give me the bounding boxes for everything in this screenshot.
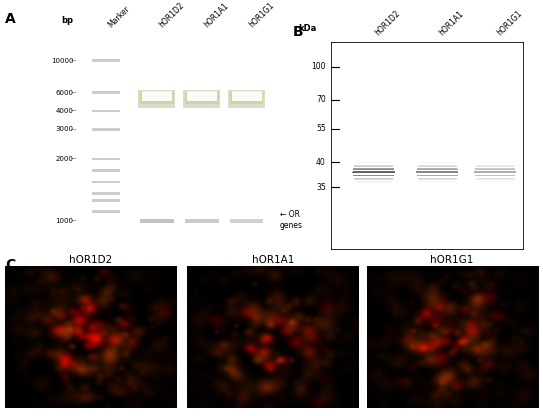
Text: hOR1A1: hOR1A1 <box>202 1 230 29</box>
Text: —: — <box>71 218 76 223</box>
Bar <box>232 91 262 94</box>
Text: 70: 70 <box>316 95 326 104</box>
Bar <box>187 91 217 94</box>
Bar <box>92 92 120 94</box>
Bar <box>228 91 266 108</box>
Text: —: — <box>71 127 76 132</box>
Text: 55: 55 <box>316 124 326 134</box>
Bar <box>92 158 120 161</box>
Bar <box>92 110 120 112</box>
Text: —: — <box>71 109 76 114</box>
Bar <box>230 219 263 223</box>
Bar <box>140 219 174 223</box>
Title: hOR1G1: hOR1G1 <box>431 255 473 265</box>
Text: 4000: 4000 <box>55 108 73 114</box>
Bar <box>142 92 172 101</box>
Text: kDa: kDa <box>299 24 317 33</box>
Text: 3000: 3000 <box>55 126 73 132</box>
Text: 35: 35 <box>316 183 326 192</box>
Text: hOR1G1: hOR1G1 <box>495 9 523 37</box>
Bar <box>92 128 120 131</box>
Text: hOR1D2: hOR1D2 <box>157 0 186 29</box>
Bar <box>92 59 120 62</box>
Bar <box>142 91 172 94</box>
Text: 40: 40 <box>316 158 326 167</box>
Text: —: — <box>71 58 76 63</box>
Text: B: B <box>293 25 304 39</box>
Bar <box>92 192 120 195</box>
Bar <box>92 181 120 183</box>
Text: 10000: 10000 <box>51 58 73 64</box>
Text: —: — <box>71 90 76 95</box>
Text: ← OR: ← OR <box>280 210 300 219</box>
Bar <box>92 169 120 172</box>
Text: bp: bp <box>61 16 73 25</box>
Text: 2000: 2000 <box>55 156 73 162</box>
Title: hOR1A1: hOR1A1 <box>251 255 294 265</box>
Title: hOR1D2: hOR1D2 <box>70 255 112 265</box>
Text: genes: genes <box>280 220 302 230</box>
Text: hOR1G1: hOR1G1 <box>247 0 275 29</box>
Bar <box>232 92 262 101</box>
Bar <box>185 92 218 104</box>
Text: 6000: 6000 <box>55 90 73 96</box>
Bar <box>187 92 217 101</box>
Bar <box>92 210 120 213</box>
Bar <box>140 92 174 104</box>
Bar <box>230 92 263 104</box>
Text: A: A <box>5 12 16 27</box>
Bar <box>185 219 218 223</box>
Bar <box>138 91 175 108</box>
Text: 1000: 1000 <box>55 218 73 224</box>
Text: —: — <box>71 156 76 162</box>
Bar <box>184 91 220 108</box>
Text: hOR1A1: hOR1A1 <box>437 9 465 37</box>
Bar <box>92 199 120 202</box>
Text: hOR1D2: hOR1D2 <box>374 9 402 37</box>
Text: Marker: Marker <box>106 4 131 29</box>
Text: 100: 100 <box>311 62 326 71</box>
Text: C: C <box>5 258 16 272</box>
